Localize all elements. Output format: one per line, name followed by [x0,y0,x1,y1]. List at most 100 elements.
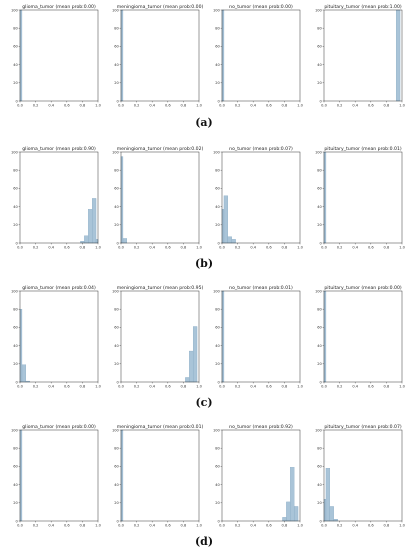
histogram-bar [325,468,331,522]
y-tick-label: 0 [218,99,221,103]
y-tick-label: 80 [215,169,220,173]
histogram-panel: pituitary_tumor (mean prob:1.00) 0.0 0.2 0.… [315,4,406,108]
x-tick-label: 0.6 [165,104,171,108]
x-tick-label: 0.0 [321,524,327,528]
histogram-bar [122,238,127,244]
x-tick-label: 0.8 [282,524,288,528]
x-tick-label: 1.0 [297,104,303,108]
plot-frame [323,290,403,383]
histogram-bar [120,156,124,244]
plot-frame [323,429,403,522]
plot-frame [120,151,200,244]
y-tick-label: 20 [13,501,18,505]
x-tick-label: 0.0 [118,524,124,528]
y-tick-label: 20 [317,223,322,227]
x-tick-label: 0.8 [181,524,187,528]
x-tick-label: 0.8 [181,385,187,389]
x-tick-label: 0.6 [64,385,70,389]
x-tick-label: 0.0 [321,104,327,108]
y-tick-label: 20 [215,501,220,505]
figure-group: glioma_tumor (mean prob:0.00) 0.0 0.2 0.4 0.… [11,4,406,129]
histogram-bar [323,151,327,244]
plot-frame [19,429,99,522]
y-tick-label: 80 [13,308,18,312]
x-tick-label: 0.0 [17,104,23,108]
y-tick-label: 60 [13,326,18,330]
x-tick-label: 0.0 [17,385,23,389]
x-tick-label: 0.2 [337,385,343,389]
x-tick-label: 0.0 [118,104,124,108]
y-tick-label: 40 [114,63,119,67]
y-tick-label: 60 [114,465,119,469]
plot-frame [120,9,200,102]
histogram-bar [19,429,23,522]
x-tick-label: 0.8 [282,246,288,250]
plot-frame [19,151,99,244]
y-tick-label: 40 [317,63,322,67]
figure-group: glioma_tumor (mean prob:0.90) 0.0 0.2 0.4 0.… [11,146,406,270]
y-tick-label: 60 [317,465,322,469]
x-tick-label: 0.4 [149,104,155,108]
y-tick-label: 100 [315,428,323,432]
histogram-bar [80,241,85,244]
y-tick-label: 100 [112,150,120,154]
histogram-bar [95,239,99,244]
x-tick-label: 0.4 [352,104,358,108]
x-tick-label: 0.0 [219,246,225,250]
y-tick-label: 0 [320,380,323,384]
y-tick-label: 60 [114,187,119,191]
panel-title: no_tumor (mean prob:0.07) [229,146,293,152]
y-tick-label: 60 [13,465,18,469]
histogram-panel: glioma_tumor (mean prob:0.00) 0.0 0.2 0.4 0.… [11,4,102,108]
x-tick-label: 0.8 [80,104,86,108]
histogram-bar [21,364,27,383]
x-tick-label: 0.0 [219,385,225,389]
y-tick-label: 100 [315,150,323,154]
x-tick-label: 0.4 [149,524,155,528]
y-tick-label: 0 [218,380,221,384]
x-tick-label: 0.6 [368,385,374,389]
histogram-bar [286,501,291,522]
x-tick-label: 0.0 [321,246,327,250]
y-tick-label: 40 [114,344,119,348]
x-tick-label: 0.2 [337,104,343,108]
x-tick-label: 0.8 [181,104,187,108]
y-tick-label: 100 [213,8,221,12]
y-tick-label: 80 [317,169,322,173]
x-tick-label: 1.0 [399,104,405,108]
y-tick-label: 80 [13,169,18,173]
y-tick-label: 80 [215,27,220,31]
histogram-bar [282,517,287,522]
plot-frame [120,290,200,383]
histogram-panel: glioma_tumor (mean prob:0.90) 0.0 0.2 0.4 0.… [11,146,102,250]
x-tick-label: 0.4 [48,524,54,528]
plot-frame [323,151,403,244]
histogram-bar [185,377,190,383]
x-tick-label: 0.6 [64,104,70,108]
y-tick-label: 80 [114,27,119,31]
y-tick-label: 40 [215,205,220,209]
y-tick-label: 100 [213,428,221,432]
y-tick-label: 60 [317,45,322,49]
panel-title: glioma_tumor (mean prob:0.90) [22,146,96,152]
x-tick-label: 0.2 [235,246,241,250]
y-tick-label: 60 [215,45,220,49]
y-tick-label: 20 [215,362,220,366]
y-tick-label: 100 [11,428,19,432]
panel-title: pituitary_tumor (mean prob:1.00) [324,4,402,10]
y-tick-label: 40 [13,483,18,487]
y-tick-label: 100 [112,289,120,293]
x-tick-label: 0.2 [337,524,343,528]
x-tick-label: 0.2 [134,385,140,389]
plot-frame [19,9,99,102]
histogram-panel: no_tumor (mean prob:0.92) 0.0 0.2 0.4 0.6 0.8… [213,424,304,528]
y-tick-label: 100 [11,8,19,12]
x-tick-label: 1.0 [196,524,202,528]
y-tick-label: 100 [112,8,120,12]
panel-title: meningioma_tumor (mean prob:0.02) [117,146,204,152]
x-tick-label: 0.0 [118,385,124,389]
x-tick-label: 0.4 [250,524,256,528]
x-tick-label: 0.0 [219,104,225,108]
panel-title: no_tumor (mean prob:0.01) [229,285,293,291]
y-tick-label: 20 [215,81,220,85]
